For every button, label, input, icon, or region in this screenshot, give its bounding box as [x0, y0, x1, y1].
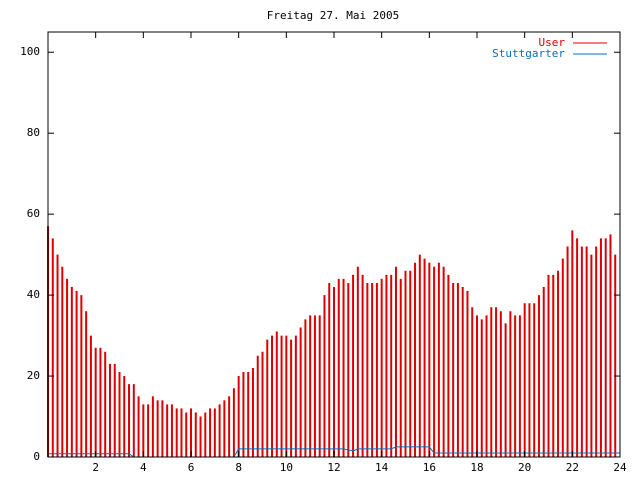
x-tick-label: 2: [92, 461, 99, 474]
x-tick-label: 18: [470, 461, 483, 474]
y-tick-label: 60: [27, 207, 40, 220]
x-tick-label: 6: [188, 461, 195, 474]
x-tick-label: 22: [566, 461, 579, 474]
x-tick-label: 20: [518, 461, 531, 474]
x-tick-label: 8: [235, 461, 242, 474]
x-tick-label: 16: [423, 461, 436, 474]
x-tick-label: 12: [327, 461, 340, 474]
x-tick-label: 10: [280, 461, 293, 474]
y-tick-label: 40: [27, 288, 40, 301]
x-tick-label: 14: [375, 461, 389, 474]
x-tick-label: 4: [140, 461, 147, 474]
chart-title: Freitag 27. Mai 2005: [267, 9, 399, 22]
y-tick-label: 20: [27, 369, 40, 382]
legend-label: User: [539, 36, 566, 49]
x-tick-label: 24: [613, 461, 627, 474]
y-tick-label: 80: [27, 126, 40, 139]
y-tick-label: 0: [33, 450, 40, 463]
y-tick-label: 100: [20, 45, 40, 58]
legend-label: Stuttgarter: [492, 47, 565, 60]
